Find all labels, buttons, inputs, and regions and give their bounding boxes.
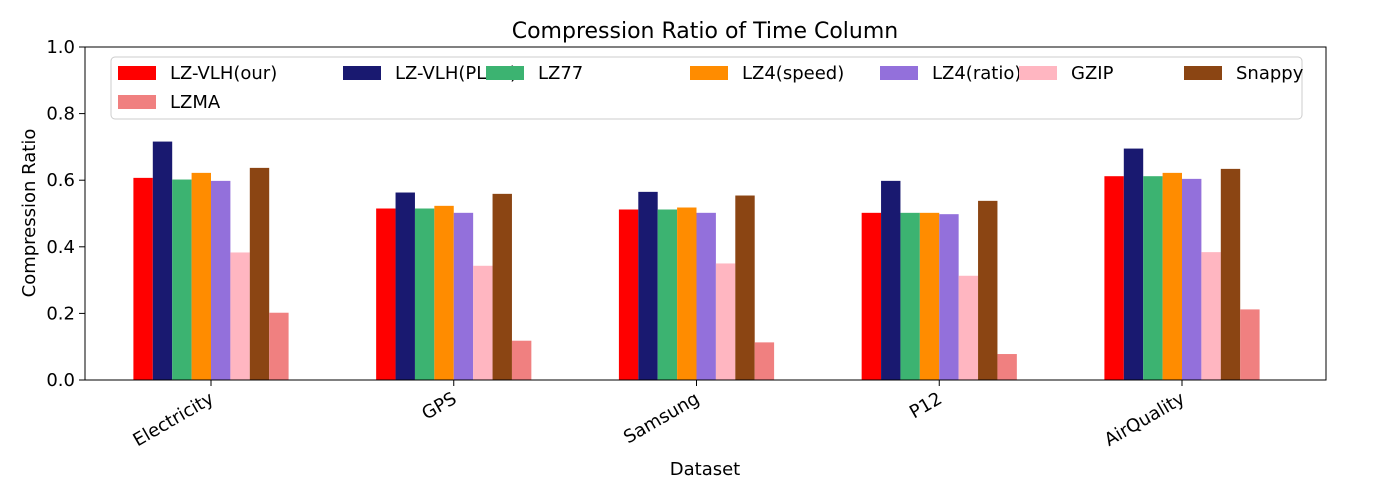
bar — [1201, 252, 1221, 380]
legend-swatch — [1019, 66, 1057, 80]
bars-layer — [133, 141, 1260, 380]
bar — [696, 212, 716, 380]
y-tick-label: 0.0 — [46, 370, 75, 391]
bar — [657, 209, 678, 380]
bar — [1240, 309, 1260, 380]
x-axis: Electricity GPS Samsung P12 AirQuality — [130, 380, 1189, 451]
legend-label: Snappy — [1236, 63, 1304, 84]
legend-swatch — [486, 66, 524, 80]
bar — [152, 141, 173, 380]
legend-label: LZ4(speed) — [742, 63, 844, 84]
bar — [1220, 168, 1241, 380]
bar — [881, 180, 901, 380]
bar — [715, 263, 736, 380]
legend-label: LZMA — [170, 92, 221, 113]
legend-swatch — [118, 95, 156, 109]
bar — [133, 177, 153, 380]
bar — [1182, 178, 1202, 380]
x-tick-label: Electricity — [130, 388, 218, 451]
legend-label: LZ4(ratio) — [932, 63, 1021, 84]
x-axis-label: Dataset — [670, 459, 741, 480]
bar — [473, 265, 493, 380]
bar — [618, 209, 639, 380]
bar — [861, 212, 882, 380]
bar — [735, 195, 755, 380]
legend: LZ-VLH(our) LZ-VLH(PLUS) LZ77 LZ4(speed) LZ4… — [110, 56, 1304, 120]
bar — [414, 208, 435, 380]
bar — [900, 212, 920, 380]
legend-swatch — [1184, 66, 1222, 80]
legend-label: LZ-VLH(our) — [170, 63, 277, 84]
legend-swatch — [690, 66, 728, 80]
bar — [919, 212, 940, 380]
x-tick-label: P12 — [906, 388, 946, 423]
x-tick-label: GPS — [418, 388, 460, 424]
y-tick-label: 1.0 — [46, 37, 75, 58]
plot-frame — [84, 46, 1327, 381]
bar — [434, 205, 454, 380]
legend-swatch — [343, 66, 381, 80]
legend-frame — [110, 56, 1303, 120]
y-tick-label: 0.4 — [46, 237, 75, 258]
bar — [376, 208, 396, 380]
bar — [492, 193, 512, 380]
legend-label: GZIP — [1071, 63, 1114, 84]
bar — [453, 212, 474, 380]
bar — [638, 191, 658, 380]
bar — [939, 214, 959, 380]
bar — [754, 342, 775, 380]
bar — [1104, 176, 1124, 380]
bar — [958, 275, 979, 380]
bar — [269, 312, 289, 380]
bar — [172, 179, 192, 380]
legend-swatch — [880, 66, 918, 80]
legend-label: LZ77 — [538, 63, 583, 84]
bar — [191, 172, 211, 380]
bar — [211, 180, 231, 380]
bar — [1162, 172, 1182, 380]
bar — [1123, 148, 1144, 380]
bar — [677, 207, 697, 380]
legend-swatch — [118, 66, 156, 80]
x-tick-label: AirQuality — [1101, 388, 1189, 451]
bar — [395, 192, 415, 380]
y-tick-label: 0.8 — [46, 104, 75, 125]
bar — [1143, 176, 1163, 380]
bar — [511, 340, 532, 380]
bar — [978, 200, 998, 380]
bar — [249, 167, 270, 380]
y-tick-label: 0.2 — [46, 303, 75, 324]
y-tick-label: 0.6 — [46, 170, 75, 191]
y-axis-label: Compression Ratio — [19, 129, 40, 298]
bar — [230, 252, 250, 380]
bar — [997, 354, 1017, 380]
y-axis: 0.0 0.2 0.4 0.6 0.8 1.0 — [46, 37, 85, 391]
x-tick-label: Samsung — [620, 388, 703, 448]
chart-title: Compression Ratio of Time Column — [512, 19, 899, 44]
